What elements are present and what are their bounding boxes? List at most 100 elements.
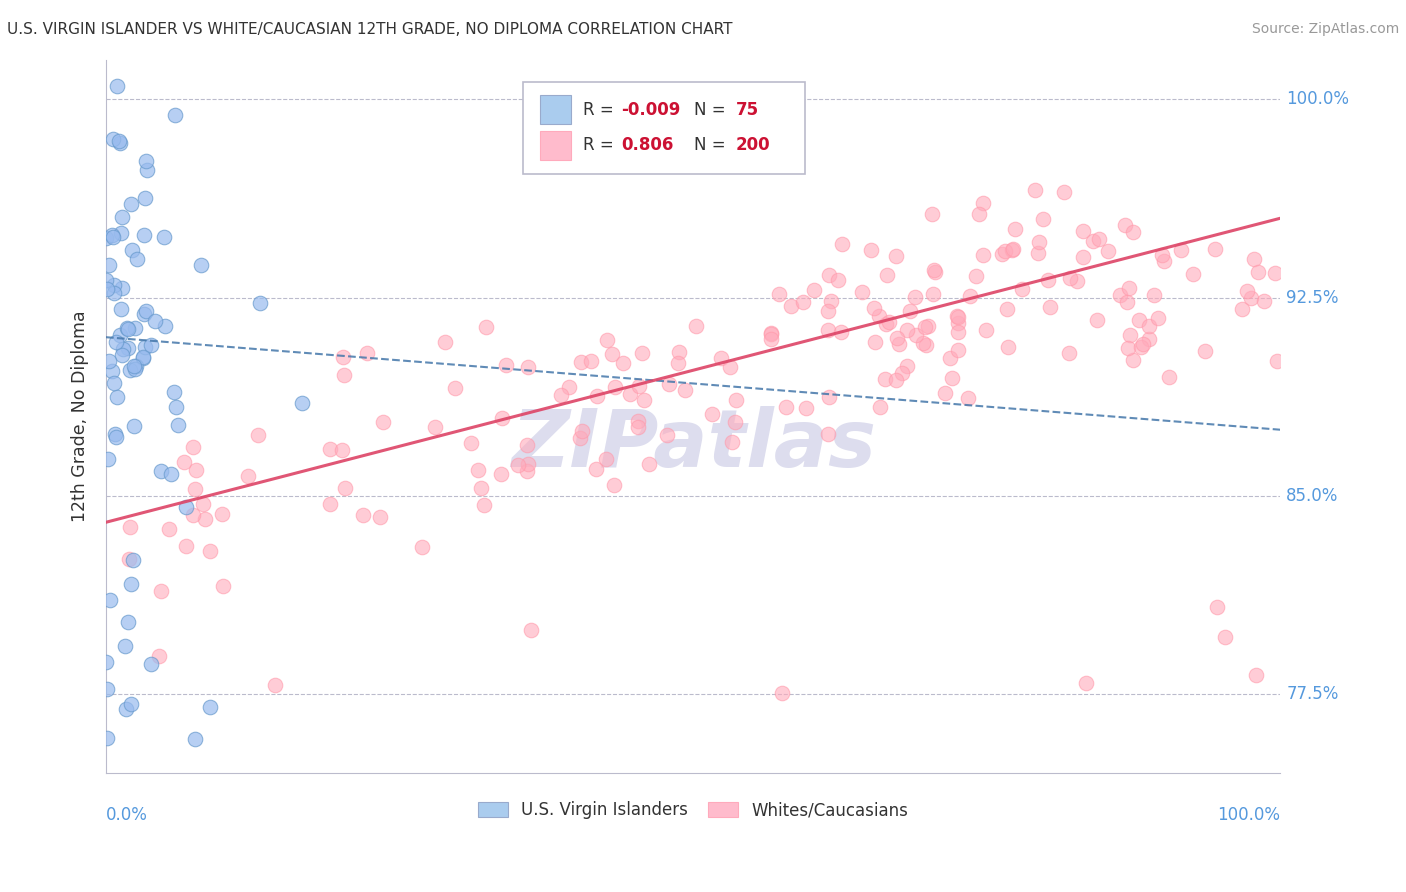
Point [247,428,270,442]
Point [612,356,634,370]
Text: 92.5%: 92.5% [1286,288,1339,307]
Point [186,463,208,477]
Point [134,227,156,242]
Point [627,379,650,393]
Point [887,336,910,351]
Point [332,350,354,364]
Point [135,153,157,168]
Point [1032,212,1054,227]
Point [333,368,356,383]
Point [100,228,122,243]
Point [818,390,841,404]
Point [183,732,205,747]
Point [124,418,146,433]
Point [150,583,173,598]
Point [153,318,176,333]
Bar [540,95,571,124]
Point [724,392,747,407]
Point [96,731,118,745]
Point [111,342,134,356]
Point [1059,271,1081,285]
Point [120,577,142,591]
Point [1074,675,1097,690]
Point [941,371,963,385]
Point [721,434,744,449]
Legend: U.S. Virgin Islanders, Whites/Caucasians: U.S. Virgin Islanders, Whites/Caucasians [471,795,915,826]
Point [917,318,939,333]
Point [104,427,127,442]
Point [1143,288,1166,302]
Point [967,207,990,221]
Point [132,350,155,364]
Point [97,452,120,467]
Point [1004,222,1026,236]
Point [921,286,943,301]
Point [110,226,132,240]
Point [181,508,204,522]
Point [111,281,134,295]
Point [517,359,540,374]
Point [657,427,679,442]
Point [974,323,997,337]
Point [770,686,793,700]
Text: 85.0%: 85.0% [1286,487,1339,505]
Point [965,269,987,284]
Point [249,296,271,310]
Point [1066,273,1088,287]
Point [638,457,661,471]
Point [181,441,204,455]
Point [333,481,356,495]
Point [886,331,908,345]
Point [198,700,221,714]
Point [135,163,157,178]
Point [718,360,741,375]
Point [96,682,118,697]
Text: U.S. VIRGIN ISLANDER VS WHITE/CAUCASIAN 12TH GRADE, NO DIPLOMA CORRELATION CHART: U.S. VIRGIN ISLANDER VS WHITE/CAUCASIAN … [7,22,733,37]
Point [673,383,696,397]
Point [1026,246,1049,260]
Point [148,649,170,664]
Point [1071,224,1094,238]
Point [1264,266,1286,280]
Text: 75: 75 [735,101,759,119]
Point [101,132,124,146]
Point [411,540,433,554]
Point [877,315,900,329]
Point [904,290,927,304]
Point [143,314,166,328]
Point [1132,337,1154,351]
Point [569,355,592,369]
Point [685,319,707,334]
Point [1253,293,1275,308]
Point [470,481,492,495]
Point [1088,232,1111,246]
Point [605,380,627,394]
Point [571,424,593,438]
Point [761,326,783,341]
Point [132,307,155,321]
Point [101,363,124,377]
Point [1097,244,1119,258]
Point [373,415,395,429]
Point [162,384,184,399]
Point [586,389,609,403]
Point [831,237,853,252]
Point [107,134,129,148]
Text: N =: N = [695,136,731,154]
Point [627,420,650,434]
Point [1236,284,1258,298]
Point [370,510,392,524]
Point [96,281,118,295]
Point [444,381,467,395]
Point [924,265,946,279]
Point [114,702,136,716]
Point [946,310,969,324]
Point [904,328,927,343]
Point [579,353,602,368]
FancyBboxPatch shape [523,82,804,174]
Point [176,500,198,514]
Point [120,697,142,711]
Point [851,285,873,300]
Point [884,373,907,387]
Point [922,263,945,277]
